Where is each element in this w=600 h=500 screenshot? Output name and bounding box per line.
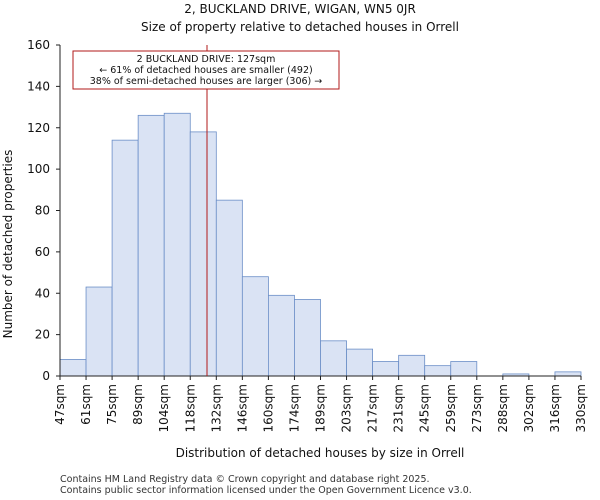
x-tick-label: 47sqm [53, 384, 67, 425]
histogram-bar [111, 139, 139, 377]
histogram-bar [424, 365, 452, 377]
histogram-bar [450, 361, 478, 377]
x-tick-label: 316sqm [548, 384, 562, 432]
x-tick-label: 217sqm [366, 384, 380, 432]
x-axis-label: Distribution of detached houses by size … [176, 446, 465, 460]
y-axis-label: Number of detached properties [1, 150, 15, 339]
x-axis: 47sqm 61sqm 75sqm 89sqm 104sqm 118sqm 132sqm 14… [53, 375, 588, 432]
histogram-bar [554, 371, 582, 377]
x-tick-label: 174sqm [287, 384, 301, 432]
histogram-bar [372, 361, 400, 377]
x-tick-label: 288sqm [496, 384, 510, 432]
y-tick-label: 120 [27, 121, 50, 135]
histogram-bar [241, 276, 269, 377]
y-tick-label: 160 [27, 38, 50, 52]
footer: Contains HM Land Registry data © Crown c… [60, 474, 472, 496]
x-tick-label: 231sqm [392, 384, 406, 432]
histogram-bar [346, 348, 373, 377]
annotation-line3: 38% of semi-detached houses are larger (… [90, 76, 323, 87]
x-tick-label: 75sqm [105, 384, 119, 425]
y-axis: 0 20 40 60 80 100 120 140 160 [27, 38, 61, 383]
histogram-chart: 2, BUCKLAND DRIVE, WIGAN, WN5 0JR Size o… [1, 2, 588, 460]
histogram-bar [267, 294, 295, 377]
x-tick-label: 245sqm [418, 384, 432, 432]
histogram-bar [215, 199, 243, 377]
x-tick-label: 160sqm [261, 384, 275, 432]
y-tick-label: 0 [42, 369, 50, 383]
histogram-bar [294, 299, 321, 377]
x-tick-label: 104sqm [157, 384, 171, 432]
histogram-bar [398, 354, 426, 377]
x-tick-label: 259sqm [444, 384, 458, 432]
histogram-bar [85, 286, 113, 377]
annotation-line2: ← 61% of detached houses are smaller (49… [99, 65, 312, 76]
y-tick-label: 140 [27, 79, 50, 93]
footer-line1: Contains HM Land Registry data © Crown c… [60, 474, 430, 485]
y-tick-label: 100 [27, 162, 50, 176]
x-tick-label: 273sqm [470, 384, 484, 432]
histogram-bar [163, 112, 191, 377]
y-tick-label: 40 [35, 286, 50, 300]
x-tick-label: 302sqm [522, 384, 536, 432]
footer-line2: Contains public sector information licen… [60, 485, 472, 496]
x-tick-label: 132sqm [209, 384, 223, 432]
x-tick-label: 330sqm [574, 384, 588, 432]
chart-title-line1: 2, BUCKLAND DRIVE, WIGAN, WN5 0JR [184, 2, 416, 16]
y-tick-label: 20 [35, 328, 50, 342]
x-tick-label: 146sqm [235, 384, 249, 432]
y-tick-label: 80 [35, 204, 50, 218]
bar-group [59, 112, 582, 377]
y-tick-label: 60 [35, 245, 50, 259]
histogram-bar [320, 340, 347, 377]
histogram-bar [189, 131, 217, 377]
x-tick-label: 118sqm [183, 384, 197, 432]
histogram-bar [137, 114, 165, 377]
x-tick-label: 203sqm [340, 384, 354, 432]
annotation-line1: 2 BUCKLAND DRIVE: 127sqm [137, 54, 276, 65]
histogram-bar [59, 359, 87, 377]
annotation-box: 2 BUCKLAND DRIVE: 127sqm ← 61% of detach… [72, 50, 340, 90]
x-tick-label: 61sqm [79, 384, 93, 425]
chart-title-line2: Size of property relative to detached ho… [141, 20, 459, 34]
x-tick-label: 89sqm [131, 384, 145, 425]
x-tick-label: 189sqm [314, 384, 328, 432]
